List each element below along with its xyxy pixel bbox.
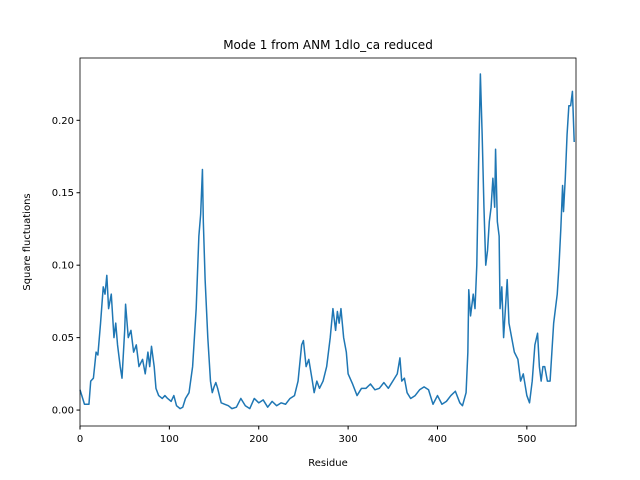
y-tick-label: 0.20 <box>52 116 74 127</box>
x-tick-label: 400 <box>428 434 447 445</box>
y-tick-label: 0.00 <box>52 406 74 417</box>
data-line <box>79 73 575 410</box>
x-tick-label: 500 <box>517 434 536 445</box>
x-tick-label: 300 <box>339 434 358 445</box>
x-tick-label: 200 <box>249 434 268 445</box>
y-tick-label: 0.05 <box>52 333 74 344</box>
y-axis-label: Square fluctuations <box>22 193 33 290</box>
x-tick-label: 0 <box>77 434 83 445</box>
x-axis-label: Residue <box>308 458 347 469</box>
x-tick-label: 100 <box>160 434 179 445</box>
y-tick-label: 0.15 <box>52 188 74 199</box>
plot-frame <box>79 57 577 427</box>
y-tick-label: 0.10 <box>52 261 74 272</box>
chart-title: Mode 1 from ANM 1dlo_ca reduced <box>223 38 433 52</box>
